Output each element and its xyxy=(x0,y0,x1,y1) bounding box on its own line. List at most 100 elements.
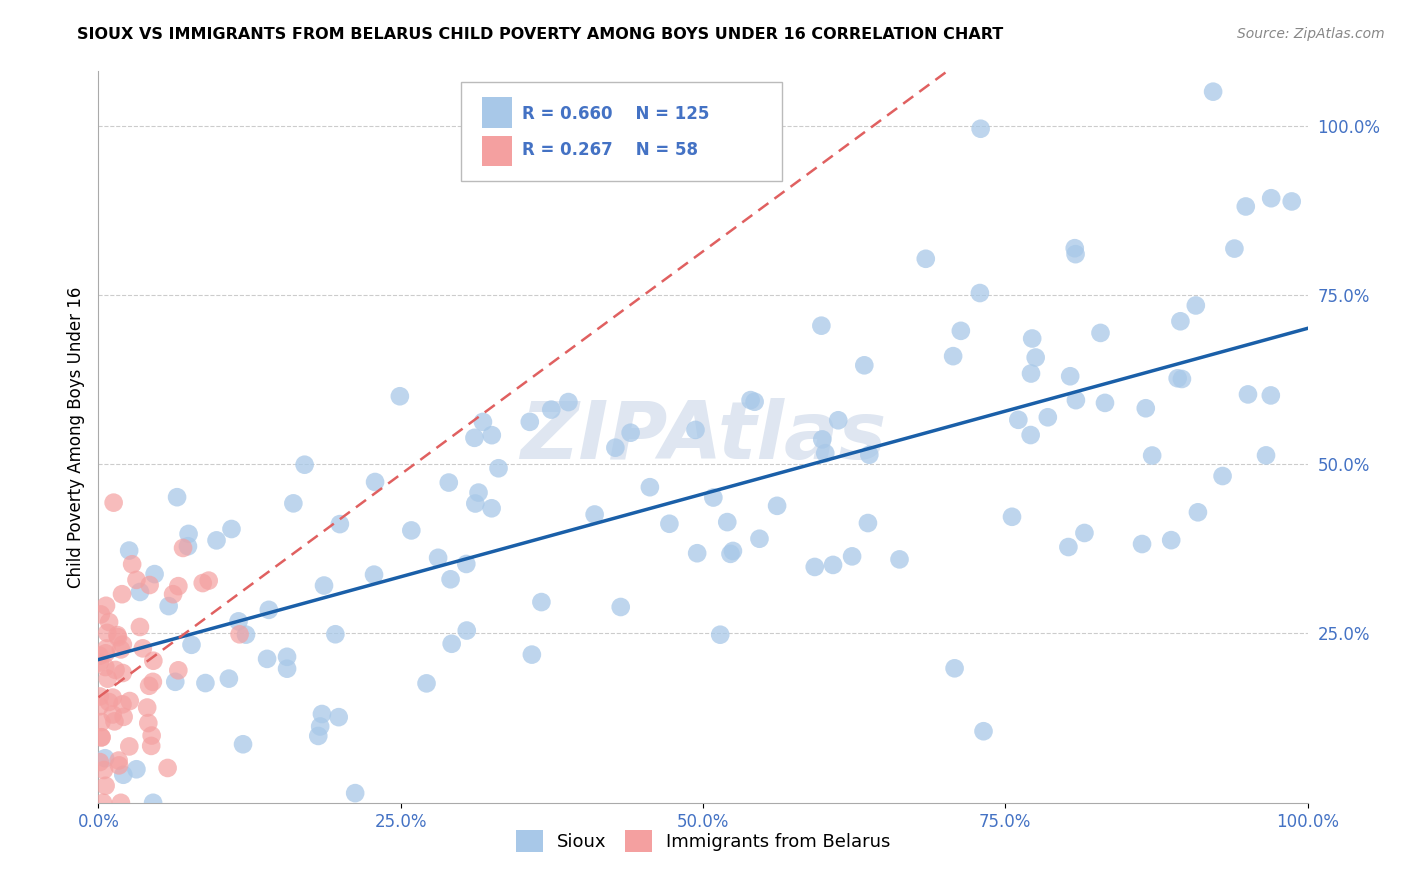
Point xyxy=(889,552,911,566)
Point xyxy=(973,724,995,739)
Point xyxy=(519,415,541,429)
Point xyxy=(94,751,117,765)
Point xyxy=(228,615,250,629)
Point xyxy=(942,349,965,363)
Point xyxy=(363,567,385,582)
Point xyxy=(257,603,280,617)
Point xyxy=(138,679,160,693)
Point xyxy=(94,646,117,660)
Point xyxy=(1260,191,1282,205)
Point xyxy=(256,652,278,666)
Point xyxy=(821,558,844,572)
Point xyxy=(97,672,120,686)
Point xyxy=(165,674,187,689)
Point xyxy=(1059,369,1081,384)
Point xyxy=(118,694,141,708)
Point xyxy=(294,458,316,472)
Point xyxy=(709,628,731,642)
Point xyxy=(129,585,152,599)
Point xyxy=(605,441,627,455)
Point xyxy=(276,662,298,676)
Point xyxy=(1063,241,1085,255)
Point xyxy=(325,627,347,641)
Point xyxy=(167,579,190,593)
Point xyxy=(103,496,125,510)
Point xyxy=(943,661,966,675)
Point xyxy=(415,676,437,690)
Point xyxy=(108,758,131,772)
Point xyxy=(221,522,243,536)
Point xyxy=(1036,410,1059,425)
Point xyxy=(138,578,160,592)
Point xyxy=(118,543,141,558)
Point xyxy=(276,649,298,664)
Point xyxy=(141,729,163,743)
Point xyxy=(1260,388,1282,402)
Point xyxy=(481,428,503,442)
Point xyxy=(90,607,112,622)
Point xyxy=(311,706,333,721)
Point xyxy=(748,532,770,546)
Point xyxy=(456,624,478,638)
Point xyxy=(232,737,254,751)
Point xyxy=(105,628,128,642)
Point xyxy=(89,648,111,663)
Point xyxy=(93,763,115,777)
Point xyxy=(167,663,190,677)
Point xyxy=(540,402,562,417)
Point xyxy=(388,389,411,403)
Point xyxy=(481,501,503,516)
Point xyxy=(89,656,111,670)
Point xyxy=(1073,526,1095,541)
Point xyxy=(111,638,134,652)
Point xyxy=(328,710,350,724)
Point xyxy=(312,578,335,592)
Point xyxy=(107,754,129,768)
Point xyxy=(1254,449,1277,463)
Point xyxy=(235,627,257,641)
Point xyxy=(103,714,125,729)
Point xyxy=(1019,367,1042,381)
Point xyxy=(853,359,876,373)
Point xyxy=(344,786,367,800)
Point xyxy=(467,485,489,500)
Point xyxy=(172,541,194,555)
Y-axis label: Child Poverty Among Boys Under 16: Child Poverty Among Boys Under 16 xyxy=(66,286,84,588)
Point xyxy=(856,516,879,530)
Point xyxy=(91,796,114,810)
Point xyxy=(969,121,991,136)
Point xyxy=(96,626,118,640)
Point xyxy=(1234,199,1257,213)
Point xyxy=(463,431,485,445)
Point xyxy=(814,446,837,460)
Point xyxy=(90,730,112,744)
Point xyxy=(141,739,163,753)
Point xyxy=(1007,413,1029,427)
Point xyxy=(98,615,121,629)
Point xyxy=(132,641,155,656)
Point xyxy=(110,642,132,657)
Point xyxy=(1167,371,1189,385)
Point xyxy=(1057,540,1080,554)
Point xyxy=(112,710,135,724)
Point xyxy=(1064,247,1087,261)
Point xyxy=(471,415,494,429)
Point xyxy=(702,491,724,505)
Point xyxy=(827,413,849,427)
Point xyxy=(810,318,832,333)
Point xyxy=(1130,537,1153,551)
Point xyxy=(858,448,880,462)
Point xyxy=(194,676,217,690)
Point xyxy=(1135,401,1157,416)
Point xyxy=(136,716,159,731)
FancyBboxPatch shape xyxy=(461,82,782,181)
Point xyxy=(401,524,423,538)
Point xyxy=(228,627,250,641)
Point xyxy=(177,539,200,553)
Point xyxy=(1064,393,1087,408)
Legend: Sioux, Immigrants from Belarus: Sioux, Immigrants from Belarus xyxy=(509,823,897,860)
Point xyxy=(112,768,135,782)
Point xyxy=(1094,396,1116,410)
Point xyxy=(456,557,478,571)
Point xyxy=(440,637,463,651)
